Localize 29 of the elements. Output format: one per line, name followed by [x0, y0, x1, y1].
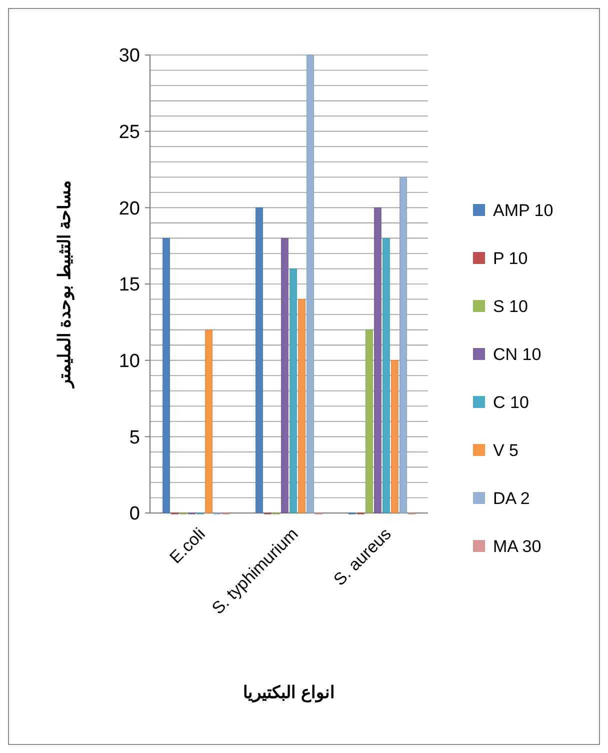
y-tick-label: 10 — [118, 350, 140, 372]
y-tick-label: 20 — [118, 198, 140, 220]
y-tick-label: 15 — [118, 274, 140, 296]
legend-label: V 5 — [493, 440, 519, 460]
legend-label: C 10 — [493, 392, 529, 412]
bar — [256, 207, 263, 514]
legend-label: MA 30 — [493, 536, 542, 556]
bar — [382, 238, 390, 514]
bar — [205, 330, 212, 514]
y-tick-label: 5 — [129, 427, 140, 448]
bar — [162, 238, 170, 514]
bar — [306, 54, 314, 514]
bar — [366, 330, 373, 514]
legend-label: CN 10 — [493, 344, 542, 364]
bar — [298, 299, 306, 514]
y-tick-label: 30 — [118, 46, 140, 67]
legend-label: S 10 — [493, 296, 528, 316]
legend-label: DA 2 — [493, 488, 530, 508]
bar — [281, 238, 288, 514]
bar — [391, 360, 398, 514]
legend-label: AMP 10 — [493, 200, 554, 220]
y-tick-label: 25 — [118, 122, 140, 143]
y-axis-title: مساحة التثبيط بوحدة المليمتر — [55, 180, 75, 390]
bar — [400, 176, 407, 514]
y-tick-label: 0 — [129, 504, 140, 525]
legend-label: P 10 — [493, 248, 528, 268]
x-axis-title: انواع البكتيريا — [243, 683, 335, 703]
bar — [374, 207, 382, 514]
bar — [290, 268, 297, 514]
